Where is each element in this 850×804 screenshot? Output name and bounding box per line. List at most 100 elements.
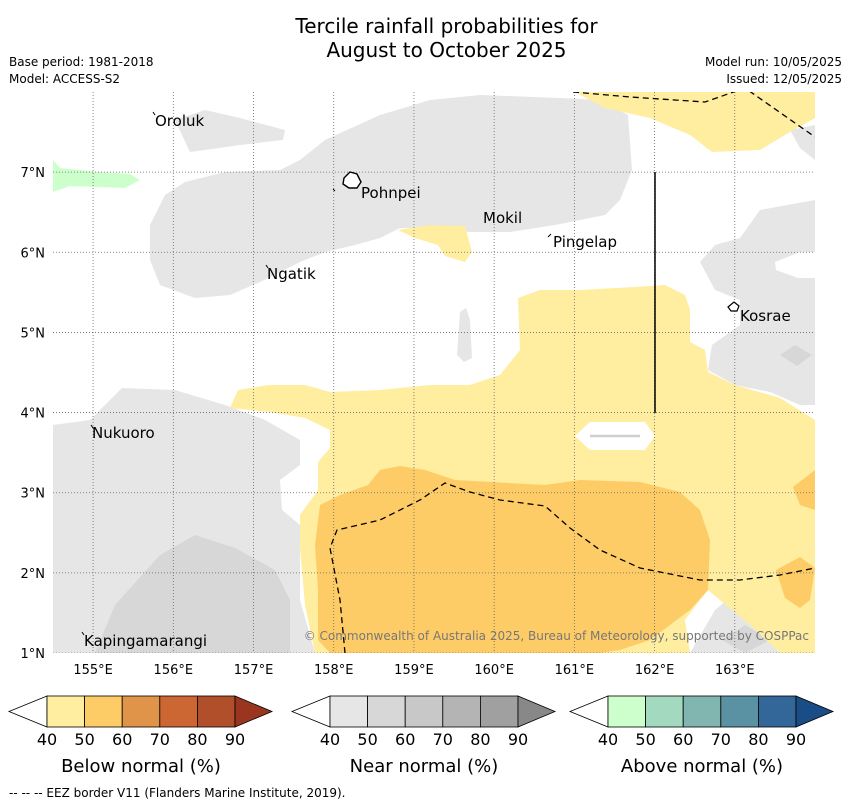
- place-label-oroluk: Oroluk: [155, 112, 204, 130]
- kosrae-island-outline: [727, 301, 740, 312]
- copyright-notice: © Commonwealth of Australia 2025, Bureau…: [304, 629, 809, 643]
- place-label-kosrae: Kosrae: [740, 307, 791, 325]
- colorbar-title: Above normal (%): [621, 756, 783, 777]
- model-name: Model: ACCESS-S2: [9, 72, 121, 86]
- near-normal-region-north: [175, 110, 285, 152]
- colorbar-swatch: [84, 695, 123, 728]
- colorbar-tick-label: 40: [598, 730, 618, 749]
- colorbar-extend-left: [290, 695, 331, 728]
- grid-lines: [53, 92, 815, 653]
- lat-tick-label: 2°N: [21, 567, 46, 582]
- eez-border-south: [329, 482, 815, 653]
- colorbar-tick-label: 60: [673, 730, 693, 749]
- colorbar-swatch: [442, 695, 481, 728]
- near-normal-region-east: [700, 125, 815, 405]
- near-normal-region-east-gap: [775, 252, 815, 278]
- title-line-1: Tercile rainfall probabilities for: [295, 14, 598, 38]
- colorbar-tick-label: 60: [395, 730, 415, 749]
- base-period: Base period: 1981-2018: [9, 55, 154, 69]
- meta-left: Base period: 1981-2018 Model: ACCESS-S2: [9, 54, 154, 88]
- near-normal-50-region: [95, 535, 290, 653]
- near-normal-50-patch-se: [722, 625, 770, 653]
- latitude-tick-labels: 1°N 2°N 3°N 4°N 5°N 6°N 7°N: [21, 166, 46, 662]
- place-label-ngatik: Ngatik: [267, 265, 316, 283]
- below-normal-region-north: [575, 92, 815, 152]
- colorbar-tick-label: 70: [711, 730, 731, 749]
- colorbar-swatch: [720, 695, 759, 728]
- colorbar-swatch: [645, 695, 684, 728]
- near-normal-region-central: [150, 95, 632, 298]
- lat-tick-label: 4°N: [21, 407, 46, 422]
- colorbar-tick-label: 50: [635, 730, 655, 749]
- place-label-nukuoro: Nukuoro: [92, 424, 155, 442]
- lon-tick-label: 159°E: [394, 663, 434, 678]
- colorbar-tick-label: 80: [748, 730, 768, 749]
- colorbar-tick-label: 40: [320, 730, 340, 749]
- colorbar-tick-label: 90: [508, 730, 528, 749]
- colorbar-swatch: [758, 695, 797, 728]
- eez-border-north: [572, 92, 815, 138]
- probability-field: [53, 92, 815, 653]
- lat-tick-label: 7°N: [21, 166, 46, 181]
- colorbar-tick-label: 40: [37, 730, 57, 749]
- lat-tick-label: 5°N: [21, 326, 46, 341]
- near-normal-50-patch: [780, 345, 812, 366]
- meta-right: Model run: 10/05/2025 Issued: 12/05/2025: [705, 54, 842, 88]
- colorbar-tick-label: 50: [74, 730, 94, 749]
- place-label-pohnpei: Pohnpei: [361, 184, 421, 202]
- lat-tick-label: 6°N: [21, 246, 46, 261]
- model-run: Model run: 10/05/2025: [704, 55, 842, 69]
- colorbar-tick-label: 90: [225, 730, 245, 749]
- lon-tick-label: 158°E: [314, 663, 354, 678]
- colorbar-extend-right: [795, 695, 835, 728]
- lon-tick-label: 162°E: [635, 663, 675, 678]
- place-labels: Oroluk Pohnpei Mokil Pingelap Ngatik Kos…: [84, 112, 791, 650]
- longitude-tick-labels: 155°E 156°E 157°E 158°E 159°E 160°E 161°E 162°E…: [73, 663, 754, 678]
- lat-tick-label: 3°N: [21, 487, 46, 502]
- below-normal-50-region: [315, 466, 710, 653]
- title-line-2: August to October 2025: [326, 38, 567, 62]
- colorbar-swatch: [46, 695, 85, 728]
- colorbar-swatch: [367, 695, 406, 728]
- place-label-mokil: Mokil: [483, 209, 522, 227]
- above-normal-region-west: [53, 160, 140, 192]
- colorbar-swatch: [196, 695, 236, 728]
- colorbar-tick-label: 70: [433, 730, 453, 749]
- colorbar-extend-left: [7, 695, 48, 728]
- place-label-kapingamarangi: Kapingamarangi: [84, 632, 207, 650]
- colorbar-extend-left: [568, 695, 609, 728]
- colorbar-swatch: [159, 695, 198, 728]
- eez-footnote: -- -- -- EEZ border V11 (Flanders Marine…: [9, 786, 346, 800]
- pohnpei-island-outline: [342, 171, 362, 189]
- lon-tick-label: 160°E: [474, 663, 514, 678]
- lon-tick-label: 161°E: [555, 663, 595, 678]
- map-title: Tercile rainfall probabilities for Augus…: [0, 14, 850, 62]
- colorbar-title: Below normal (%): [61, 756, 221, 777]
- colorbar-extend-right: [234, 695, 274, 728]
- colorbar: 40 50 60 70 80 90 Near normal (%): [290, 695, 557, 777]
- lon-tick-label: 163°E: [715, 663, 755, 678]
- issued-date: Issued: 12/05/2025: [726, 72, 842, 86]
- lon-tick-label: 157°E: [234, 663, 274, 678]
- colorbar-swatch: [329, 695, 368, 728]
- colorbar-tick-label: 80: [470, 730, 490, 749]
- colorbar-swatch: [682, 695, 722, 728]
- colorbar-tick-label: 50: [357, 730, 377, 749]
- colorbar-swatch: [479, 695, 519, 728]
- colorbar-swatch: [121, 695, 161, 728]
- lat-tick-label: 1°N: [21, 647, 46, 662]
- lon-tick-label: 155°E: [73, 663, 113, 678]
- colorbar-tick-label: 90: [786, 730, 806, 749]
- near-normal-region-islet: [457, 308, 472, 362]
- colorbar-extend-right: [517, 695, 557, 728]
- below-normal-50-patch-se: [776, 557, 815, 608]
- island-markers: [81, 111, 552, 636]
- colorbar-tick-label: 80: [187, 730, 207, 749]
- place-label-pingelap: Pingelap: [553, 233, 617, 251]
- lon-tick-label: 156°E: [154, 663, 194, 678]
- below-normal-region-patch: [398, 225, 472, 262]
